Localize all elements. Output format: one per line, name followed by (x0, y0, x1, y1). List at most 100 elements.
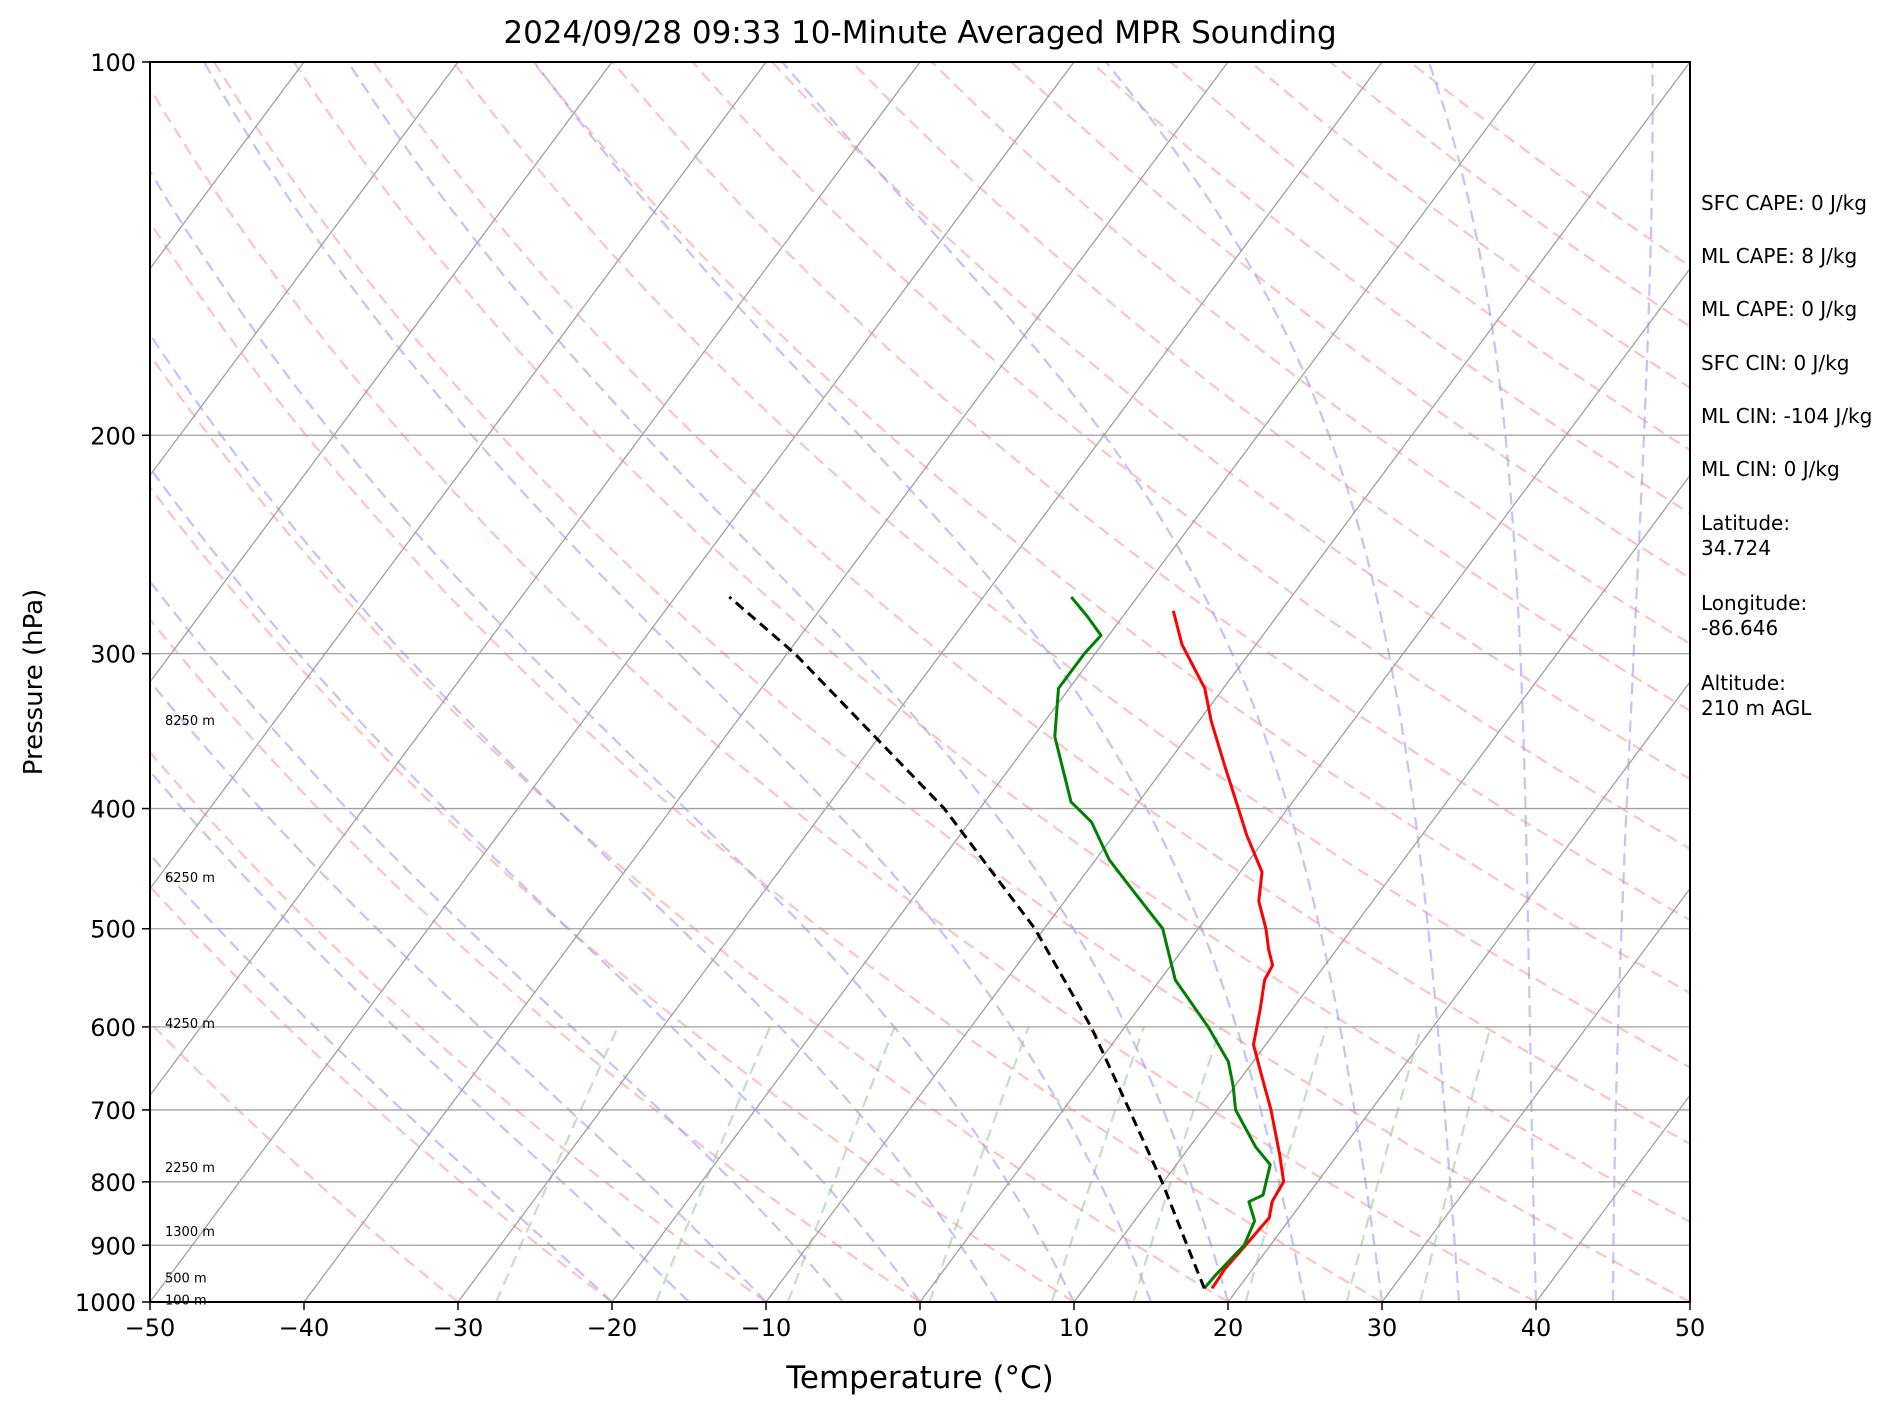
isotherm (611, 62, 1537, 1302)
y-axis-label: Pressure (hPa) (19, 589, 49, 776)
temperature-line (1171, 610, 1286, 1290)
moist-adiabat (150, 679, 767, 1302)
moist-adiabat (1427, 62, 1538, 1302)
annotation-line: 210 m AGL (1701, 696, 1812, 720)
mixing-ratio-line (655, 1026, 772, 1302)
y-tick-label: 700 (90, 1097, 136, 1125)
chart-title: 2024/09/28 09:33 10-Minute Averaged MPR … (503, 15, 1336, 51)
moist-adiabat (202, 62, 1153, 1302)
dry-adiabat (150, 485, 1075, 1302)
annotation-line: ML CIN: -104 J/kg (1701, 404, 1872, 428)
x-tick-label: −40 (279, 1314, 330, 1342)
annotation-line: ML CAPE: 8 J/kg (1701, 244, 1857, 268)
isotherm (150, 62, 613, 684)
isotherm (150, 62, 1075, 1302)
dry-adiabat (150, 884, 613, 1302)
dry-adiabat (532, 62, 1690, 995)
dry-adiabat (292, 62, 1690, 1224)
x-axis-label: Temperature (°C) (785, 1360, 1054, 1396)
height-label: 2250 m (165, 1161, 215, 1176)
dry-adiabat (150, 86, 1537, 1302)
height-label: 4250 m (165, 1017, 215, 1032)
dry-adiabat (930, 62, 1690, 645)
annotation-line: Latitude: (1701, 511, 1790, 535)
mixing-ratio-line (1244, 1026, 1328, 1302)
x-axis-ticks: −50 −40 −30 −20 −10 0 10 20 30 40 50 (125, 1302, 1706, 1342)
annotation-line: Altitude: (1701, 671, 1786, 695)
y-tick-label: 100 (90, 49, 136, 77)
isotherm (303, 62, 1229, 1302)
y-tick-label: 400 (90, 796, 136, 824)
annotation-line: Longitude: (1701, 591, 1807, 615)
dry-adiabat (452, 62, 1690, 1069)
height-label: 1300 m (165, 1225, 215, 1240)
x-tick-label: 20 (1213, 1314, 1244, 1342)
moist-adiabat (150, 168, 1075, 1302)
annotation-line: 34.724 (1701, 536, 1771, 560)
y-axis-ticks: 1000 900 800 700 600 500 400 300 200 100 (75, 49, 150, 1317)
y-tick-label: 300 (90, 641, 136, 669)
moist-adiabat (533, 62, 1307, 1302)
isotherm (765, 62, 1690, 1302)
parcel-line (728, 595, 1206, 1289)
annotation-line: SFC CIN: 0 J/kg (1701, 351, 1849, 375)
isotherm (150, 62, 459, 477)
isotherm (1227, 680, 1690, 1302)
moist-adiabat (781, 62, 1384, 1302)
annotation-line: ML CIN: 0 J/kg (1701, 457, 1840, 481)
isotherm (150, 62, 767, 890)
y-tick-label: 200 (90, 422, 136, 450)
y-tick-label: 900 (90, 1232, 136, 1260)
mixing-ratio-line (786, 1026, 896, 1302)
y-tick-label: 800 (90, 1169, 136, 1197)
dry-adiabat (150, 353, 1229, 1302)
background-lines (150, 62, 1690, 1302)
y-tick-label: 600 (90, 1014, 136, 1042)
y-tick-label: 500 (90, 916, 136, 944)
moist-adiabat (346, 62, 1230, 1302)
isotherm (919, 267, 1690, 1302)
dry-adiabat (150, 1021, 459, 1302)
x-tick-label: −30 (433, 1314, 484, 1342)
moist-adiabat (150, 466, 921, 1302)
dry-adiabat (150, 617, 921, 1302)
height-label: 100 m (165, 1293, 207, 1308)
x-tick-label: 30 (1367, 1314, 1398, 1342)
dry-adiabat (851, 62, 1690, 713)
x-tick-label: −50 (125, 1314, 176, 1342)
dry-adiabat (691, 62, 1690, 851)
height-label: 6250 m (165, 871, 215, 886)
moist-adiabat (150, 579, 844, 1302)
dry-adiabat (150, 220, 1383, 1302)
mixing-ratio-line (1345, 1026, 1423, 1302)
moist-adiabat (1105, 62, 1461, 1302)
dry-adiabat (213, 62, 1690, 1302)
dewpoint-line (1053, 595, 1272, 1290)
dry-adiabat (611, 62, 1690, 922)
annotation-line: -86.646 (1701, 616, 1778, 640)
dry-adiabat (372, 62, 1690, 1145)
x-tick-label: 50 (1675, 1314, 1706, 1342)
isotherm (457, 62, 1383, 1302)
isotherm (1073, 474, 1690, 1302)
moist-adiabat (1611, 62, 1654, 1302)
mixing-ratio-line (494, 1026, 619, 1302)
x-tick-label: −20 (587, 1314, 638, 1342)
x-tick-label: −10 (741, 1314, 792, 1342)
mixing-ratio-line (1050, 1026, 1145, 1302)
height-labels: 8250 m 6250 m 4250 m 2250 m 1300 m 500 m 100 m (165, 714, 215, 1308)
x-tick-label: 0 (912, 1314, 927, 1342)
isotherm (150, 62, 921, 1097)
moist-adiabat (150, 332, 998, 1302)
annotation-line: ML CAPE: 0 J/kg (1701, 297, 1857, 321)
sounding-annotations: SFC CAPE: 0 J/kg ML CAPE: 8 J/kg ML CAPE: … (1701, 191, 1872, 720)
height-label: 8250 m (165, 714, 215, 729)
sounding-profiles (728, 595, 1286, 1290)
x-tick-label: 10 (1059, 1314, 1090, 1342)
x-tick-label: 40 (1521, 1314, 1552, 1342)
y-tick-label: 1000 (75, 1289, 136, 1317)
mixing-ratio-line (928, 1026, 1030, 1302)
annotation-line: SFC CAPE: 0 J/kg (1701, 191, 1867, 215)
isotherm (1381, 887, 1690, 1302)
